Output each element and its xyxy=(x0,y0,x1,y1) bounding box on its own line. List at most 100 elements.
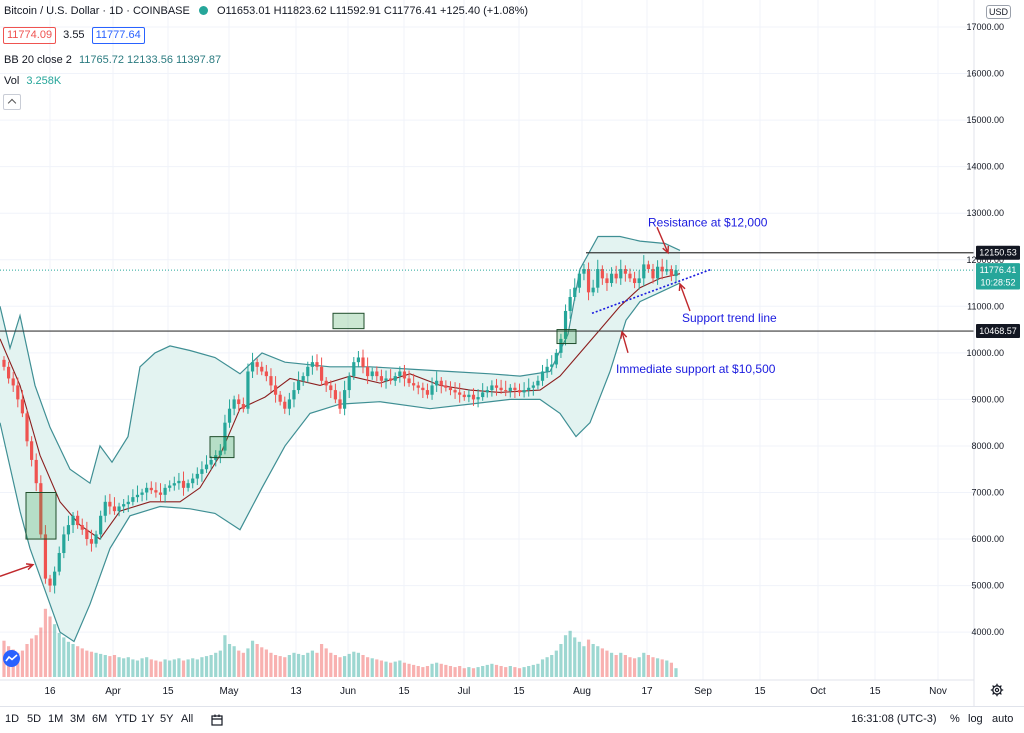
bb-fill xyxy=(0,236,680,642)
bb-label[interactable]: BB 20 close 2 xyxy=(4,54,72,66)
volume-bar xyxy=(319,644,324,677)
currency-button[interactable]: USD xyxy=(986,5,1012,19)
candle-body xyxy=(586,269,591,293)
candle-body xyxy=(62,534,66,554)
volume-bar xyxy=(292,652,296,677)
symbol-title[interactable]: Bitcoin / U.S. Dollar · 1D · COINBASE xyxy=(4,5,190,17)
x-tick-label: Jul xyxy=(458,686,471,697)
candle-body xyxy=(554,352,558,365)
y-tick-label: 4000.00 xyxy=(971,627,1004,637)
candle-body xyxy=(227,408,232,423)
range-5d[interactable]: 5D xyxy=(27,713,42,725)
candle-body xyxy=(168,485,172,488)
volume-bar xyxy=(536,663,540,677)
volume-bar xyxy=(158,661,163,677)
volume-bar xyxy=(62,637,66,677)
candle-body xyxy=(76,515,80,526)
volume-bar xyxy=(559,644,563,677)
bottom-toolbar: 1D 5D 1M 3M 6M YTD 1Y 5Y All 16:31:08 (U… xyxy=(0,706,1024,733)
volume-bar xyxy=(467,667,471,677)
volume-bar xyxy=(370,658,374,677)
candle-body xyxy=(237,399,241,405)
bb-values: 11765.72 12133.56 11397.87 xyxy=(78,54,222,66)
candle-body xyxy=(80,525,84,530)
ask-price-box[interactable]: 11777.64 xyxy=(91,27,145,44)
volume-bar xyxy=(366,657,370,677)
candle-body xyxy=(269,376,273,386)
candle-body xyxy=(53,571,57,586)
volume-bar xyxy=(149,659,153,677)
candle-body xyxy=(600,269,604,279)
range-6m[interactable]: 6M xyxy=(92,713,108,725)
candle-body xyxy=(591,287,595,293)
auto-scale-toggle[interactable]: auto xyxy=(992,713,1014,725)
volume-bar xyxy=(227,644,232,677)
candle-body xyxy=(632,278,637,284)
range-1y[interactable]: 1Y xyxy=(141,713,155,725)
range-1d[interactable]: 1D xyxy=(5,713,20,725)
candle-body xyxy=(149,487,153,491)
volume-bar xyxy=(301,655,305,677)
y-tick-label: 9000.00 xyxy=(971,394,1004,404)
candle-body xyxy=(154,490,158,493)
candle-body xyxy=(135,494,140,498)
chevron-up-icon xyxy=(7,98,17,108)
clock-time[interactable]: 16:31:08 (UTC-3) xyxy=(851,713,937,725)
collapse-legend-button[interactable] xyxy=(3,94,21,110)
candle-body xyxy=(628,273,632,279)
bid-price-box[interactable]: 11774.09 xyxy=(3,27,57,44)
volume-bar xyxy=(66,641,71,677)
candle-body xyxy=(660,266,664,272)
time-axis[interactable]: 16 Apr 15 May 13 Jun 15 Jul 15 Aug 17 Sep 15 Oct 15 Nov xyxy=(0,679,974,697)
range-3m[interactable]: 3M xyxy=(70,713,86,725)
candle-body xyxy=(444,385,448,388)
range-5y[interactable]: 5Y xyxy=(160,713,174,725)
candle-body xyxy=(421,387,425,391)
x-tick-label: 16 xyxy=(44,686,56,697)
candle-body xyxy=(108,501,112,507)
candle-body xyxy=(669,269,673,277)
candle-body xyxy=(264,371,268,377)
candle-body xyxy=(85,529,89,540)
candle-body xyxy=(563,310,568,339)
date-range-calendar-icon[interactable] xyxy=(211,713,223,726)
annotations: Resistance at $12,000 Support trend line I… xyxy=(0,216,777,577)
candle-body xyxy=(310,362,314,367)
volume-bar xyxy=(306,652,310,677)
range-1m[interactable]: 1M xyxy=(48,713,64,725)
candle-body xyxy=(513,387,517,391)
volume-bar xyxy=(389,662,393,677)
vol-label[interactable]: Vol xyxy=(4,75,20,87)
price-axis[interactable]: 4000.00 5000.00 6000.00 7000.00 8000.00 9000.… xyxy=(966,0,1004,706)
percent-scale-toggle[interactable]: % xyxy=(950,713,960,725)
volume-bar xyxy=(554,650,558,677)
range-ytd[interactable]: YTD xyxy=(115,713,137,725)
volume-bar xyxy=(619,652,623,677)
annotation-label: Resistance at $12,000 xyxy=(648,216,768,230)
range-all[interactable]: All xyxy=(181,713,194,725)
volume-bar xyxy=(117,657,121,677)
bb-basis-line xyxy=(0,273,681,540)
volume-bar xyxy=(195,659,199,677)
settings-gear-icon[interactable] xyxy=(990,683,1004,697)
volume-bar xyxy=(296,653,301,677)
price-tag-bg xyxy=(976,263,1020,278)
candle-body xyxy=(573,287,577,297)
candle-body xyxy=(145,487,149,493)
candle-body xyxy=(540,371,545,381)
candle-body xyxy=(34,459,38,484)
candle-body xyxy=(651,269,655,279)
candle-body xyxy=(241,404,245,409)
x-tick-label: 15 xyxy=(513,686,525,697)
volume-bar xyxy=(651,657,655,677)
volume-bar xyxy=(577,641,581,677)
candle-body xyxy=(126,501,130,505)
volume-bar xyxy=(145,657,149,677)
volume-bar xyxy=(356,652,361,677)
volume-bar xyxy=(25,644,29,677)
log-scale-toggle[interactable]: log xyxy=(968,713,983,725)
candle-body xyxy=(177,480,181,484)
candle-body xyxy=(163,487,167,495)
candle-body xyxy=(301,376,305,381)
